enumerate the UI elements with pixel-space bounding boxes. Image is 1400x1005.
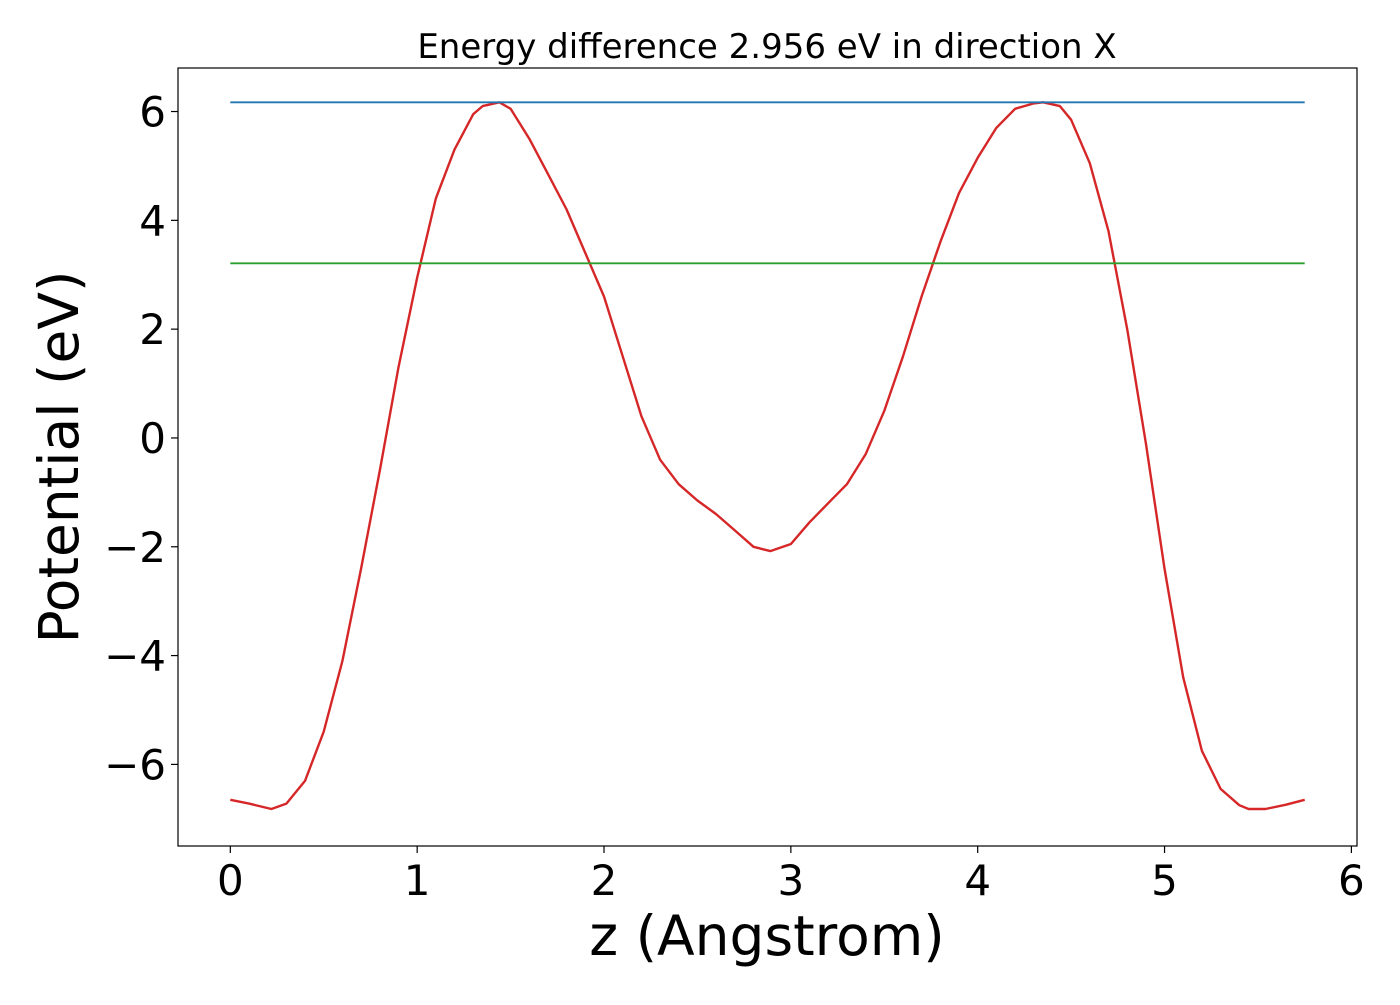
y-tick-label: −2: [104, 523, 166, 572]
x-tick-label: 1: [404, 856, 431, 905]
x-tick-label: 3: [777, 856, 804, 905]
y-tick-label: −6: [104, 740, 166, 789]
x-tick-label: 5: [1151, 856, 1178, 905]
x-tick-label: 2: [591, 856, 618, 905]
plot-area-frame: [177, 67, 1358, 847]
x-tick-label: 0: [217, 856, 244, 905]
x-axis-label: z (Angstrom): [589, 904, 945, 968]
chart-title: Energy difference 2.956 eV in direction …: [417, 27, 1116, 67]
y-tick-label: 2: [139, 305, 166, 354]
series-layer: [230, 101, 1306, 811]
x-tick-label: 6: [1338, 856, 1365, 905]
y-tick-label: 6: [139, 88, 166, 137]
x-tick-label: 4: [964, 856, 991, 905]
y-axis-ticks: −6 −4 −2 0 2 4 6: [104, 88, 178, 789]
y-tick-label: 0: [139, 414, 166, 463]
y-axis-label: Potential (eV): [27, 271, 91, 644]
x-axis-ticks: 0 1 2 3 4 5 6: [217, 846, 1365, 905]
series-line-0: [230, 101, 1306, 811]
y-tick-label: 4: [139, 196, 166, 245]
y-tick-label: −4: [104, 632, 166, 681]
